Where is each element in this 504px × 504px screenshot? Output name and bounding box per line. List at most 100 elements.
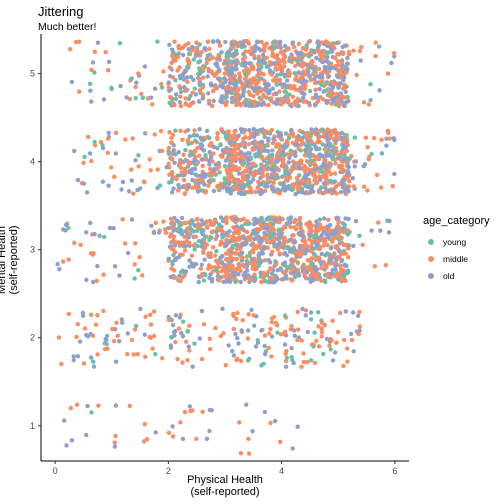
data-point [224, 85, 229, 90]
data-point [199, 274, 204, 279]
data-point [77, 339, 83, 344]
data-point [207, 346, 213, 352]
data-point [236, 230, 241, 236]
data-point [294, 175, 300, 180]
data-point [308, 77, 314, 83]
data-point [233, 94, 239, 100]
data-point [102, 341, 108, 346]
data-point [66, 225, 71, 231]
data-point [109, 165, 114, 170]
data-point [319, 40, 324, 45]
data-point [129, 337, 135, 343]
data-point [113, 359, 119, 364]
data-point [234, 58, 240, 63]
data-point [334, 92, 339, 97]
data-point [298, 50, 303, 55]
data-point [202, 182, 207, 187]
data-point [259, 216, 264, 221]
data-point [171, 247, 176, 252]
data-point [344, 136, 350, 142]
data-point [106, 136, 111, 141]
data-point [226, 53, 232, 58]
data-point [279, 231, 284, 236]
data-point [75, 354, 81, 359]
data-point [170, 322, 176, 328]
data-point [177, 100, 183, 105]
data-point [301, 262, 306, 267]
data-point [295, 96, 301, 102]
data-point [255, 227, 260, 232]
data-point [258, 245, 263, 250]
data-point [324, 80, 329, 85]
data-point [69, 79, 75, 85]
data-point [254, 82, 259, 87]
data-point [231, 353, 237, 358]
data-point [119, 187, 124, 192]
data-point [175, 54, 181, 60]
y-tick-label: 3 [30, 245, 35, 255]
data-point [182, 88, 188, 94]
data-point [190, 364, 195, 369]
data-point [309, 185, 314, 191]
data-point [345, 270, 350, 276]
data-point [185, 64, 190, 69]
data-point [183, 96, 188, 101]
data-point [264, 55, 269, 60]
data-point [267, 89, 272, 94]
data-point [284, 85, 289, 90]
data-point [239, 224, 245, 229]
data-point [245, 173, 250, 178]
data-point [317, 146, 322, 151]
data-point [223, 244, 228, 249]
x-tick-label: 6 [392, 466, 397, 476]
data-point [228, 262, 233, 268]
data-point [316, 255, 322, 260]
data-point [282, 342, 288, 347]
data-point [246, 451, 252, 456]
data-point [171, 54, 176, 60]
data-point [174, 176, 179, 182]
data-point [290, 40, 296, 45]
data-point [133, 158, 138, 163]
data-point [295, 309, 300, 315]
data-point [323, 177, 329, 182]
data-point [208, 264, 214, 270]
data-point [102, 234, 107, 240]
data-point [269, 334, 275, 339]
data-point [189, 140, 195, 146]
data-point [327, 160, 332, 166]
data-point [120, 217, 125, 222]
data-point [203, 188, 208, 194]
x-tick-label: 4 [279, 466, 284, 476]
data-point [321, 351, 326, 357]
data-point [243, 135, 248, 140]
data-point [158, 128, 164, 134]
data-point [235, 152, 240, 157]
data-point [392, 171, 397, 177]
data-point [346, 172, 351, 177]
data-point [183, 68, 188, 73]
data-point [305, 359, 310, 365]
data-point [379, 137, 384, 142]
data-point [182, 43, 188, 48]
data-point [169, 240, 174, 245]
data-point [223, 79, 228, 85]
data-point [341, 75, 347, 80]
data-point [308, 279, 313, 284]
data-point [254, 86, 259, 92]
data-point [57, 266, 62, 272]
data-point [314, 55, 319, 61]
data-point [182, 191, 187, 197]
data-point [317, 74, 322, 79]
data-point [278, 235, 283, 240]
data-point [187, 323, 192, 328]
legend-title: age_category [423, 215, 490, 227]
data-point [311, 234, 316, 240]
data-point [240, 318, 245, 323]
data-point [182, 220, 187, 225]
data-point [336, 98, 341, 103]
data-point [213, 236, 218, 242]
data-point [311, 251, 316, 256]
data-point [231, 311, 236, 317]
data-point [217, 277, 222, 282]
